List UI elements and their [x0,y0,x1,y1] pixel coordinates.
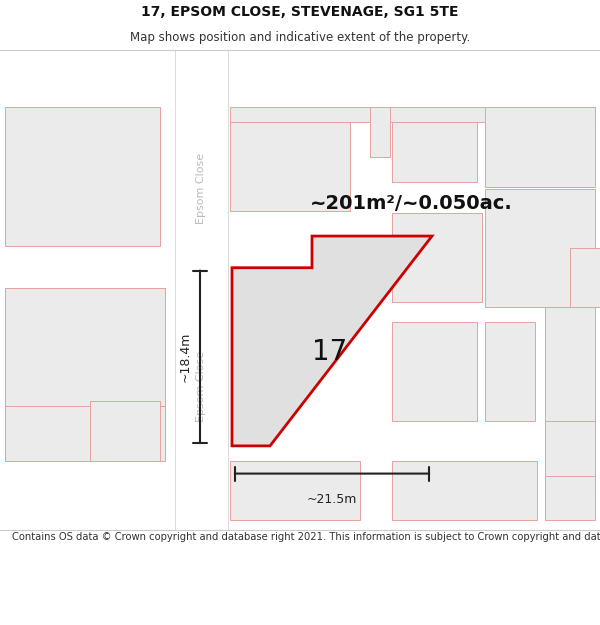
Text: ~21.5m: ~21.5m [307,493,357,506]
Bar [5,288,165,461]
Bar [230,461,360,520]
Text: 17: 17 [313,338,347,366]
Bar [485,189,595,308]
Bar [130,406,165,461]
Bar [545,421,595,491]
Polygon shape [232,236,432,446]
Text: Contains OS data © Crown copyright and database right 2021. This information is : Contains OS data © Crown copyright and d… [12,532,600,542]
Text: Epsom Close: Epsom Close [197,351,206,422]
Bar [485,107,595,187]
Bar [230,107,595,122]
Text: 17, EPSOM CLOSE, STEVENAGE, SG1 5TE: 17, EPSOM CLOSE, STEVENAGE, SG1 5TE [141,6,459,19]
Text: ~201m²/~0.050ac.: ~201m²/~0.050ac. [310,194,513,213]
Bar [90,401,160,461]
Bar [5,288,165,406]
Bar [5,107,160,246]
Bar [570,248,600,308]
Bar [175,50,228,530]
Bar [545,476,595,520]
Bar [392,461,537,520]
Bar [370,107,390,157]
Bar [545,308,595,421]
Bar [392,322,477,421]
Bar [485,322,535,421]
Text: Epsom Close: Epsom Close [197,153,206,224]
Text: ~18.4m: ~18.4m [179,332,192,382]
Bar [230,122,350,211]
Bar [392,213,482,302]
Bar [392,122,477,182]
Bar [5,288,125,461]
Text: Map shows position and indicative extent of the property.: Map shows position and indicative extent… [130,31,470,44]
